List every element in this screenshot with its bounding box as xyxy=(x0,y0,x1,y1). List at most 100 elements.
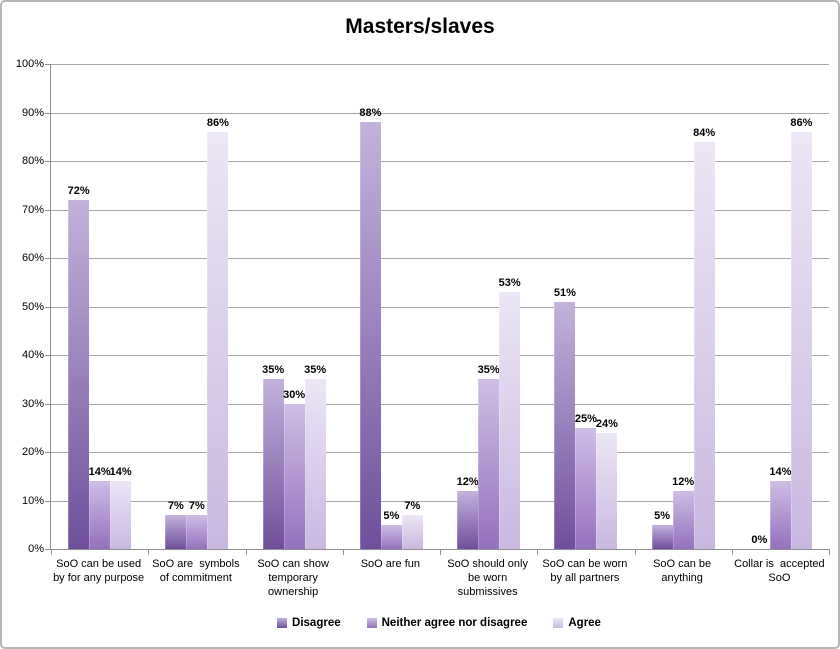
y-axis-label: 0% xyxy=(28,543,44,555)
gridline xyxy=(51,403,829,405)
bar-value-label: 12% xyxy=(672,475,695,488)
bar-neither-agree-nor-disagree: 30% xyxy=(283,389,305,549)
legend-label: Disagree xyxy=(292,617,341,629)
legend: Disagree Neither agree nor disagree Agree xyxy=(50,617,828,629)
category-label: SoO should only be worn submissives xyxy=(447,558,532,598)
x-axis-tick xyxy=(342,549,344,555)
legend-swatch-icon xyxy=(277,618,288,628)
bar-value-label: 86% xyxy=(206,116,229,129)
bar-group-soo-can-show-temporary-ownership: 35% 30% 35% xyxy=(246,64,343,549)
x-axis-tick xyxy=(634,549,636,555)
category-axis: SoO can be used by for any purpose SoO ar… xyxy=(50,557,828,599)
bar-agree: 86% xyxy=(207,117,229,549)
gridline xyxy=(51,355,829,356)
bar-value-label: 0% xyxy=(751,534,768,546)
bar-agree: 86% xyxy=(790,117,812,549)
bar-agree: 84% xyxy=(693,127,715,549)
bar-value-label: 14% xyxy=(88,466,111,479)
y-axis-tick xyxy=(45,209,51,211)
y-axis-tick xyxy=(45,258,51,259)
bar-value-label: 72% xyxy=(67,184,90,197)
legend-swatch-icon xyxy=(366,618,377,628)
bar-value-label: 35% xyxy=(477,364,500,377)
bar-neither-agree-nor-disagree: 5% xyxy=(380,510,402,549)
y-axis-label: 90% xyxy=(21,106,44,119)
bar-value-label: 25% xyxy=(574,412,597,425)
bar-agree: 53% xyxy=(499,277,521,549)
y-axis: 0% 10% 20% 30% 40% 50% 60% 70% 80% 90% 100% xyxy=(2,58,44,555)
y-axis-label: 50% xyxy=(21,300,44,313)
plot-area: 72% 14% 14% 7% 7% 86% 35% 30% 35% 88% 5% 7% 12% 35% 53… xyxy=(45,64,830,555)
bar-disagree: 72% xyxy=(68,185,90,549)
chart-title: Masters/slaves xyxy=(345,15,495,38)
bar-disagree: 88% xyxy=(359,107,381,549)
bar-agree: 35% xyxy=(304,364,326,549)
gridline xyxy=(51,500,829,502)
x-axis-tick xyxy=(51,549,52,555)
gridline xyxy=(51,209,829,211)
bar-neither-agree-nor-disagree: 35% xyxy=(478,364,500,549)
bar-neither-agree-nor-disagree: 14% xyxy=(769,466,791,549)
bar-group-soo-can-be-anything: 5% 12% 84% xyxy=(635,64,732,549)
y-axis-tick xyxy=(45,112,51,114)
bar-group-soo-are-symbols-of-commitment: 7% 7% 86% xyxy=(148,64,245,549)
y-axis-label: 30% xyxy=(21,397,44,410)
legend-swatch-icon xyxy=(553,618,564,628)
y-axis-tick xyxy=(45,403,51,405)
bar-agree: 7% xyxy=(401,500,423,549)
bar-agree: 24% xyxy=(596,418,618,549)
gridline xyxy=(51,112,829,114)
gridline xyxy=(51,452,829,453)
bar-neither-agree-nor-disagree: 7% xyxy=(186,500,208,549)
legend-item-neither-agree-nor-disagree: Neither agree nor disagree xyxy=(366,617,527,629)
bar-value-label: 5% xyxy=(654,509,671,522)
gridline xyxy=(51,258,829,259)
x-axis-tick xyxy=(440,549,441,555)
legend-label: Agree xyxy=(568,617,601,629)
bar-value-label: 53% xyxy=(498,276,521,289)
x-axis-tick xyxy=(245,549,247,555)
x-axis-tick xyxy=(148,549,150,555)
x-axis-tick xyxy=(829,549,830,555)
y-axis-label: 10% xyxy=(21,494,44,507)
bar-value-label: 7% xyxy=(167,500,184,513)
bar-value-label: 24% xyxy=(595,417,618,430)
y-axis-tick xyxy=(45,549,51,550)
y-axis-label: 100% xyxy=(15,58,44,70)
bar-agree: 14% xyxy=(110,466,132,549)
x-axis-tick xyxy=(537,549,539,555)
bar-value-label: 14% xyxy=(769,466,792,479)
bar-group-collar-is-accepted-soo: 0% 14% 86% xyxy=(732,64,829,549)
bar-value-label: 30% xyxy=(283,388,306,401)
bar-disagree: 35% xyxy=(262,364,284,549)
y-axis-tick xyxy=(45,452,51,453)
gridline xyxy=(51,306,829,308)
bar-group-soo-are-fun: 88% 5% 7% xyxy=(343,64,440,549)
bar-value-label: 88% xyxy=(359,107,382,120)
bar-value-label: 5% xyxy=(383,509,400,522)
y-axis-label: 60% xyxy=(21,252,44,264)
bar-disagree: 5% xyxy=(651,510,673,549)
y-axis-label: 40% xyxy=(21,349,44,361)
gridline xyxy=(51,161,829,162)
bar-neither-agree-nor-disagree: 14% xyxy=(89,466,111,549)
category-label: SoO are symbols of commitment xyxy=(152,558,243,584)
bar-neither-agree-nor-disagree: 12% xyxy=(672,476,694,549)
bar-neither-agree-nor-disagree: 25% xyxy=(575,413,597,549)
bar-group-soo-should-only-be-worn-submissives: 12% 35% 53% xyxy=(440,64,537,549)
y-axis-label: 80% xyxy=(21,155,44,167)
gridline xyxy=(51,64,829,65)
category-label: SoO can be used by for any purpose xyxy=(53,558,145,584)
legend-item-agree: Agree xyxy=(553,617,601,629)
bar-value-label: 35% xyxy=(262,364,285,377)
legend-item-disagree: Disagree xyxy=(277,617,341,629)
bar-value-label: 14% xyxy=(109,466,132,479)
y-axis-tick xyxy=(45,355,51,356)
category-label: Collar is accepted SoO xyxy=(734,558,828,584)
y-axis-tick xyxy=(45,500,51,502)
bar-value-label: 12% xyxy=(456,475,479,488)
y-axis-label: 70% xyxy=(21,203,44,216)
category-label: SoO can be anything xyxy=(653,558,715,584)
bar-value-label: 86% xyxy=(790,116,813,129)
